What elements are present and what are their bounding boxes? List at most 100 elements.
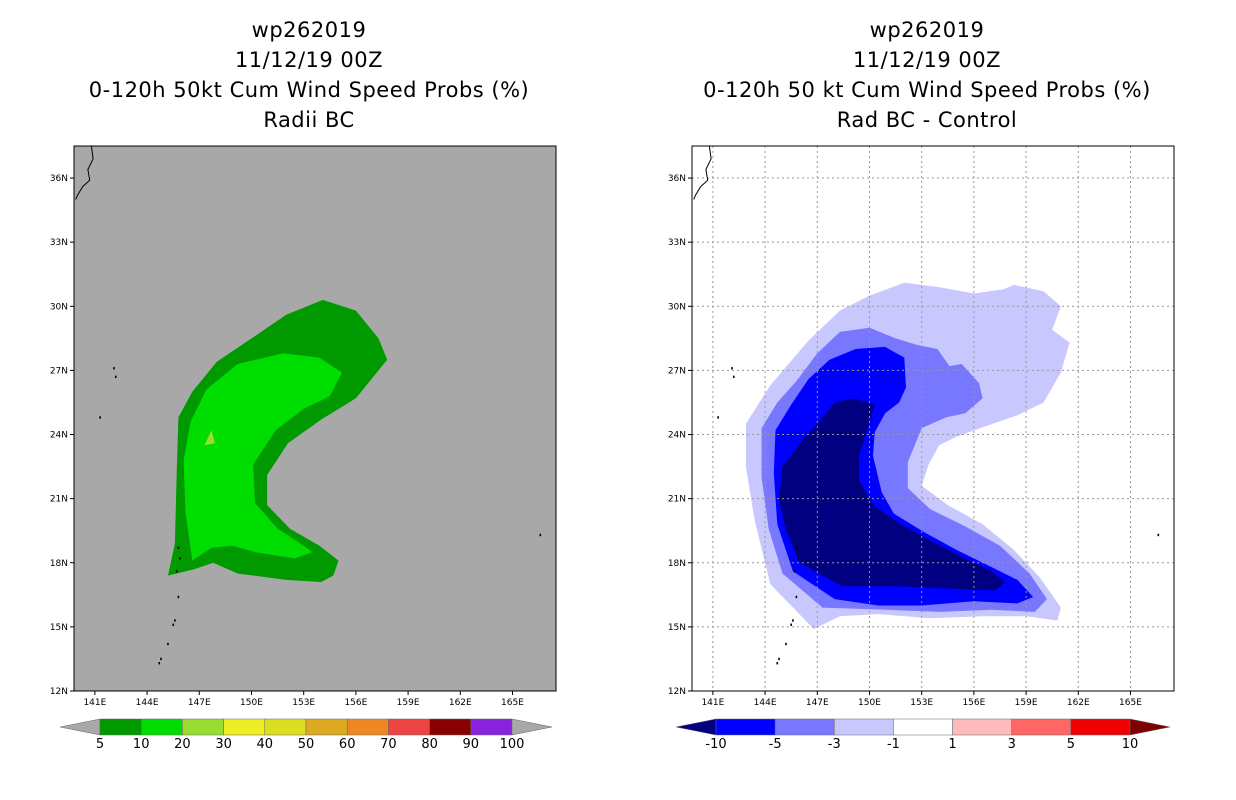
product-label: 0-120h 50 kt Cum Wind Speed Probs (%) xyxy=(703,78,1151,102)
colorbar-swatch xyxy=(952,718,1012,736)
date-label: 11/12/19 00Z xyxy=(234,48,384,72)
coastline-layer xyxy=(75,145,542,665)
island xyxy=(174,619,176,622)
colorbar-label: -10 xyxy=(705,737,726,752)
y-tick-label: 18N xyxy=(50,559,68,569)
product-label: 0-120h 50kt Cum Wind Speed Probs (%) xyxy=(88,78,530,102)
y-tick-label: 24N xyxy=(668,431,686,441)
contour-level--10 xyxy=(779,398,1006,591)
colorbar-high-arrow xyxy=(1129,718,1171,736)
island xyxy=(732,375,735,379)
subtitle-label: Radii BC xyxy=(263,108,355,132)
colorbar-swatch xyxy=(1011,718,1072,736)
colorbar-swatch xyxy=(470,718,513,736)
x-tick-label: 162E xyxy=(449,698,472,708)
storm-id-label: wp262019 xyxy=(869,18,985,42)
y-tick-label: 33N xyxy=(668,238,686,248)
y-tick-label: 18N xyxy=(668,559,686,569)
colorbar-swatch xyxy=(715,718,776,736)
coastline xyxy=(693,145,712,200)
island xyxy=(177,595,180,599)
colorbar-label: 10 xyxy=(133,737,150,752)
x-tick-label: 165E xyxy=(501,698,524,708)
colorbar-swatch xyxy=(893,718,953,736)
y-tick-label: 15N xyxy=(668,623,686,633)
x-tick-label: 150E xyxy=(858,698,881,708)
colorbar-swatch xyxy=(140,718,183,736)
y-tick-label: 12N xyxy=(50,687,68,697)
colorbar-label: 90 xyxy=(463,737,480,752)
island xyxy=(785,642,787,646)
island xyxy=(797,557,799,560)
island xyxy=(172,623,174,626)
x-tick-label: 141E xyxy=(701,698,724,708)
island xyxy=(158,662,161,665)
map-frame xyxy=(691,145,1175,692)
y-tick-label: 21N xyxy=(668,495,686,505)
storm-id-label: wp262019 xyxy=(251,18,367,42)
colorbar-label: 80 xyxy=(421,737,438,752)
colorbar-swatch xyxy=(429,718,472,736)
x-tick-label: 162E xyxy=(1067,698,1090,708)
island xyxy=(160,657,162,661)
contour-layer xyxy=(168,299,388,582)
x-tick-label: 159E xyxy=(397,698,420,708)
y-tick-label: 30N xyxy=(50,302,68,312)
contour-layer xyxy=(745,282,1070,629)
colorbar-label: 100 xyxy=(500,737,525,752)
colorbar-label: 70 xyxy=(380,737,397,752)
island xyxy=(792,619,794,622)
contour-level-20 xyxy=(204,430,215,446)
x-tick-label: 147E xyxy=(188,698,211,708)
island xyxy=(1157,533,1160,537)
y-tick-label: 27N xyxy=(668,366,686,376)
colorbar-swatch xyxy=(305,718,348,736)
colorbar-swatch xyxy=(774,718,835,736)
colorbar-swatch xyxy=(388,718,430,736)
x-tick-label: 141E xyxy=(83,698,106,708)
y-tick-label: 36N xyxy=(50,174,68,184)
colorbar-low-arrow xyxy=(675,718,717,736)
x-tick-label: 153E xyxy=(910,698,933,708)
colorbar-swatch xyxy=(1070,718,1131,736)
island xyxy=(99,416,101,419)
x-tick-label: 144E xyxy=(754,698,777,708)
island xyxy=(795,546,798,550)
colorbar-swatch xyxy=(834,718,894,736)
y-tick-label: 24N xyxy=(50,431,68,441)
left-panel-title: wp262019 11/12/19 00Z 0-120h 50kt Cum Wi… xyxy=(0,15,618,135)
island xyxy=(795,595,798,599)
colorbar-label: 5 xyxy=(96,737,104,752)
colorbar-label: 5 xyxy=(1067,737,1075,752)
island xyxy=(179,557,181,560)
island xyxy=(776,662,779,665)
right-map-panel: 141E 144E 147E 150E 153E 156E 159E 162E 165E 12N 1… xyxy=(668,145,1175,752)
colorbar: 5 10 20 30 40 50 60 70 80 90 100 xyxy=(59,718,553,752)
island xyxy=(717,416,719,419)
colorbar-swatch xyxy=(346,718,389,736)
x-tick-label: 147E xyxy=(806,698,829,708)
x-tick-label: 156E xyxy=(962,698,985,708)
colorbar-swatch xyxy=(182,718,224,736)
island xyxy=(177,546,180,550)
x-tick-label: 150E xyxy=(240,698,263,708)
colorbar-swatch xyxy=(223,718,266,736)
island xyxy=(539,533,542,537)
left-map-panel: 141E 144E 147E 150E 153E 156E 159E 162E 165E 12N 1… xyxy=(50,145,557,752)
colorbar: -10 -5 -3 -1 1 3 5 10 xyxy=(675,718,1171,752)
colorbar-low-arrow xyxy=(59,718,101,736)
colorbar-label: 60 xyxy=(339,737,356,752)
subtitle-label: Rad BC - Control xyxy=(836,108,1018,132)
coastline-layer xyxy=(693,145,1160,665)
island xyxy=(167,642,169,646)
axis-ticks: 141E 144E 147E 150E 153E 156E 159E 162E 165E 12N 1… xyxy=(668,174,1142,708)
colorbar-label: 50 xyxy=(298,737,315,752)
date-label: 11/12/19 00Z xyxy=(852,48,1002,72)
island xyxy=(790,623,792,626)
colorbar-label: -1 xyxy=(887,737,900,752)
x-tick-label: 144E xyxy=(136,698,159,708)
contour-level-10 xyxy=(183,353,342,561)
x-tick-label: 159E xyxy=(1015,698,1038,708)
y-tick-label: 36N xyxy=(668,174,686,184)
colorbar-swatch xyxy=(99,718,142,736)
